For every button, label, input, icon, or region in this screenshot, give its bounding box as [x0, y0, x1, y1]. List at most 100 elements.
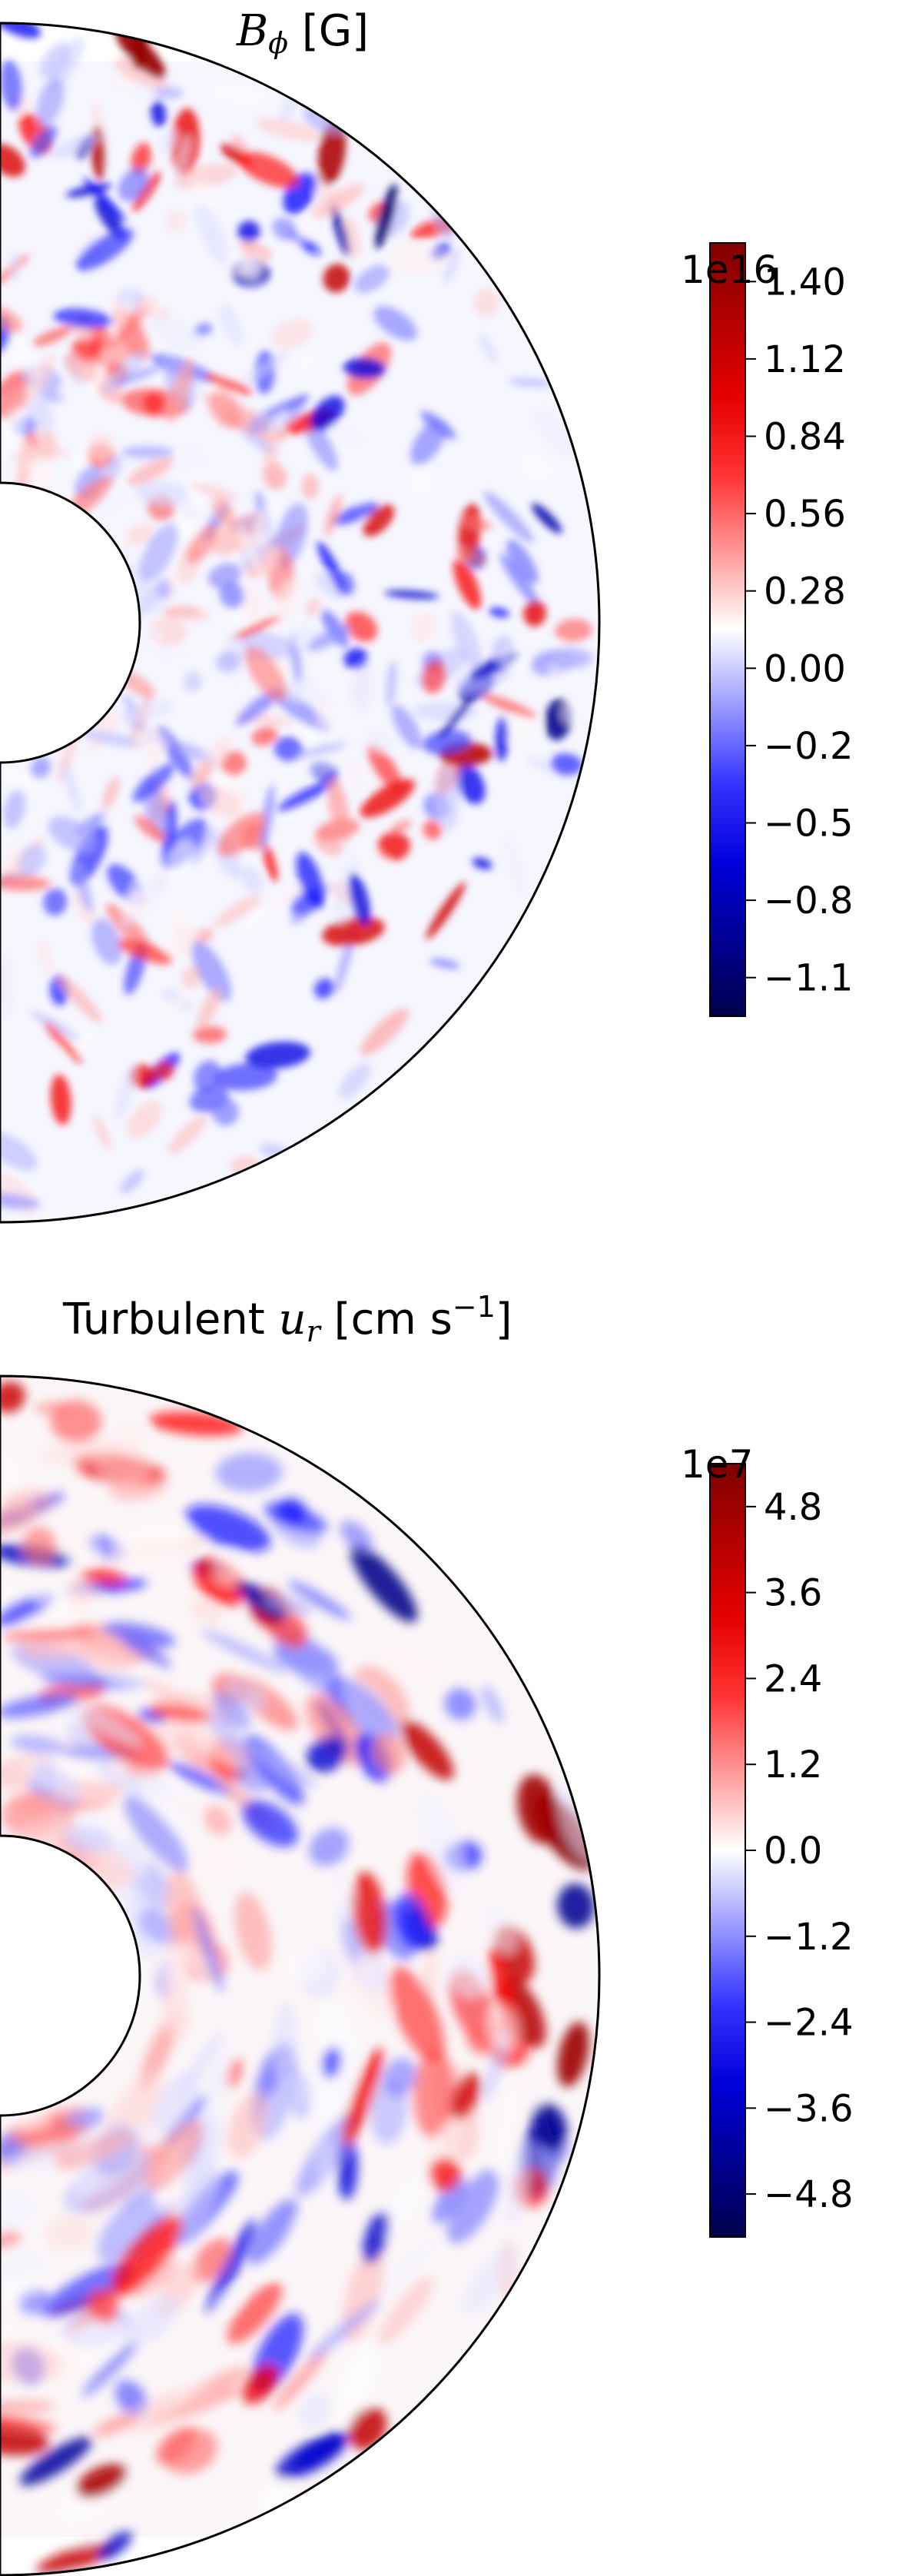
field-blob: [211, 1097, 239, 1126]
field-blob: [236, 687, 281, 726]
field-blob: [298, 2393, 331, 2429]
field-blob: [555, 618, 592, 643]
field-blob: [111, 2215, 183, 2295]
field-blob: [19, 2437, 92, 2486]
field-blob: [199, 784, 240, 817]
field-blob: [285, 681, 307, 703]
field-blob: [253, 503, 280, 548]
field-blob: [64, 1825, 114, 1855]
field-blob: [0, 1693, 78, 1718]
field-blob: [166, 1870, 207, 1967]
field-blob: [186, 524, 220, 564]
field-blob: [173, 136, 191, 185]
field-blob: [219, 582, 245, 609]
field-blob: [206, 2219, 257, 2314]
field-blob: [373, 306, 417, 341]
field-blob: [386, 660, 397, 708]
field-blob: [194, 323, 213, 337]
field-blob: [40, 42, 71, 79]
field-blob: [138, 1767, 191, 1830]
field-blob: [255, 118, 323, 141]
colorbar-tick-label: −1.1: [764, 957, 854, 1000]
field-blob: [241, 1800, 299, 1847]
field-blob: [343, 357, 386, 379]
field-blob: [44, 1021, 82, 1064]
field-blob: [260, 784, 275, 850]
field-blob: [423, 730, 472, 755]
field-blob: [2, 1489, 55, 1517]
field-blob: [0, 875, 51, 892]
field-blob: [3, 789, 26, 829]
field-blob: [481, 1685, 504, 1723]
field-blob: [2, 328, 43, 380]
field-blob: [189, 482, 239, 500]
field-blob: [81, 362, 124, 408]
field-blob: [102, 1622, 176, 1648]
bphi-title-subscript: ϕ: [268, 26, 289, 60]
field-blob: [124, 1795, 189, 1873]
field-blob: [371, 1733, 406, 1774]
field-blob: [443, 248, 460, 284]
field-blob: [458, 504, 482, 560]
field-blob: [201, 1629, 288, 1674]
field-blob: [45, 2215, 95, 2251]
field-blob: [187, 826, 215, 865]
field-blob: [500, 711, 542, 743]
colorbar-tick-label: 0.56: [764, 493, 846, 536]
field-blob: [242, 926, 272, 989]
field-blob: [248, 2199, 298, 2265]
field-blob: [463, 517, 493, 530]
field-blob: [165, 210, 187, 232]
field-blob: [0, 1451, 21, 1490]
field-blob: [214, 1063, 278, 1091]
field-blob: [284, 1946, 328, 1984]
field-blob: [174, 608, 211, 621]
ur-title-unit-end: ]: [495, 1295, 512, 1345]
field-blob: [429, 958, 460, 969]
field-blob: [237, 221, 260, 243]
field-blob: [152, 1062, 174, 1081]
field-blob: [348, 2407, 387, 2451]
field-blob: [267, 408, 288, 435]
field-blob: [0, 766, 45, 787]
field-blob: [263, 2219, 303, 2276]
field-blob: [0, 1132, 38, 1171]
field-blob: [311, 184, 365, 219]
field-blob: [191, 2237, 231, 2283]
field-blob: [232, 617, 280, 640]
field-blob: [134, 815, 166, 843]
field-blob: [193, 1060, 222, 1092]
field-blob: [206, 1711, 270, 1782]
field-blob: [334, 930, 355, 995]
field-blob: [149, 1703, 211, 1722]
field-blob: [472, 857, 493, 869]
field-blob: [73, 860, 93, 913]
field-blob: [324, 494, 343, 537]
field-blob: [192, 181, 224, 205]
field-blob: [43, 888, 68, 916]
field-blob: [495, 716, 509, 762]
field-blob: [251, 726, 278, 746]
field-blob: [132, 728, 170, 757]
field-blob: [193, 1906, 224, 1993]
field-blob: [236, 1581, 287, 1620]
field-blob: [117, 939, 173, 965]
field-blob: [376, 2169, 431, 2240]
field-blob: [204, 2047, 230, 2122]
field-blob: [120, 1169, 144, 1194]
field-blob: [207, 563, 242, 589]
field-blob: [400, 1720, 454, 1780]
ur-title-prefix: Turbulent: [63, 1295, 279, 1345]
field-blob: [242, 256, 261, 283]
field-blob: [158, 130, 179, 153]
field-blob: [322, 2046, 342, 2079]
field-blob: [129, 1064, 155, 1089]
field-blob: [0, 840, 22, 899]
field-blob: [105, 903, 151, 952]
field-blob: [275, 2434, 347, 2479]
bphi-domain-outline: [0, 22, 601, 1224]
field-blob: [327, 776, 350, 843]
field-blob: [271, 318, 313, 349]
field-blob: [155, 640, 201, 660]
bphi-panel: Bϕ [G] 1.40 1.12 0.84 0.56 0.28 0.00 −0.2 −0.5 −…: [0, 0, 922, 1276]
